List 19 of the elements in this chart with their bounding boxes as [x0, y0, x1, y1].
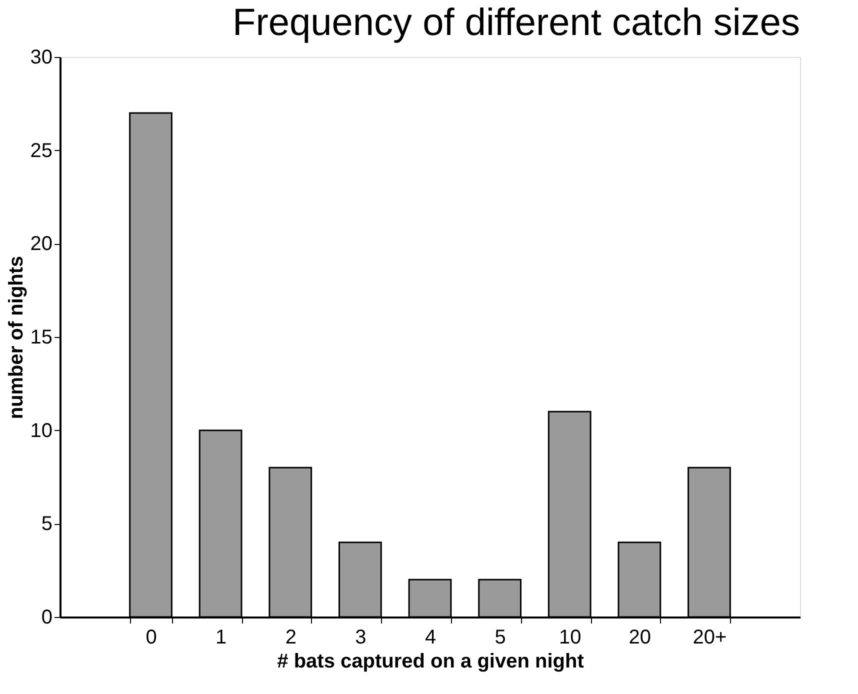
x-tick-label: 10	[559, 626, 582, 648]
x-tick-label: 20	[628, 626, 652, 648]
y-tick-label: 20	[30, 233, 52, 256]
x-tick-label: 5	[494, 626, 506, 648]
x-tick-label: 4	[424, 626, 436, 648]
x-axis-title: # bats captured on a given night	[277, 650, 584, 672]
x-tick-label: 2	[285, 626, 296, 648]
y-tick-label: 5	[41, 513, 52, 536]
x-tick-label: 20+	[692, 626, 727, 648]
x-tick-label: 1	[216, 626, 227, 648]
y-axis-title: number of nights	[5, 256, 28, 420]
x-tick-label: 0	[146, 626, 157, 648]
y-tick-label: 0	[41, 606, 52, 628]
chart-title: Frequency of different catch sizes	[232, 2, 800, 44]
y-tick-label: 25	[30, 140, 52, 162]
y-tick-label: 10	[30, 420, 52, 442]
x-tick-label: 3	[355, 626, 366, 648]
y-tick-label: 30	[30, 46, 52, 68]
y-tick-label: 15	[30, 326, 52, 348]
